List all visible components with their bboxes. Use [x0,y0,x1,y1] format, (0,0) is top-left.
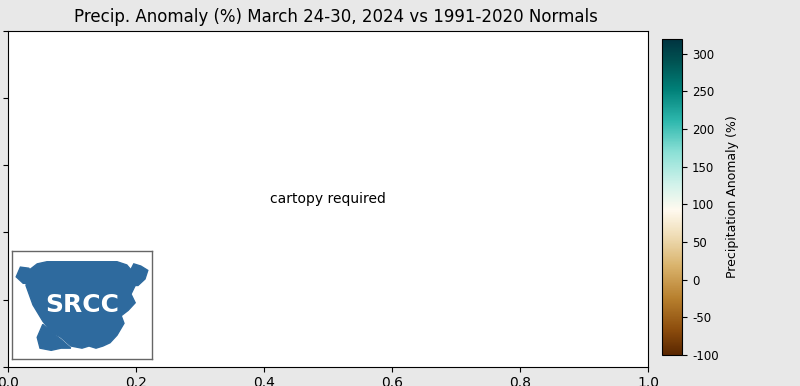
Text: cartopy required: cartopy required [270,192,386,206]
Polygon shape [16,267,33,283]
Text: Precip. Anomaly (%) March 24-30, 2024 vs 1991-2020 Normals: Precip. Anomaly (%) March 24-30, 2024 vs… [74,8,598,26]
Text: SRCC: SRCC [45,293,119,317]
Polygon shape [128,264,148,286]
Y-axis label: Precipitation Anomaly (%): Precipitation Anomaly (%) [726,115,738,278]
Polygon shape [38,324,70,350]
Polygon shape [26,262,135,348]
